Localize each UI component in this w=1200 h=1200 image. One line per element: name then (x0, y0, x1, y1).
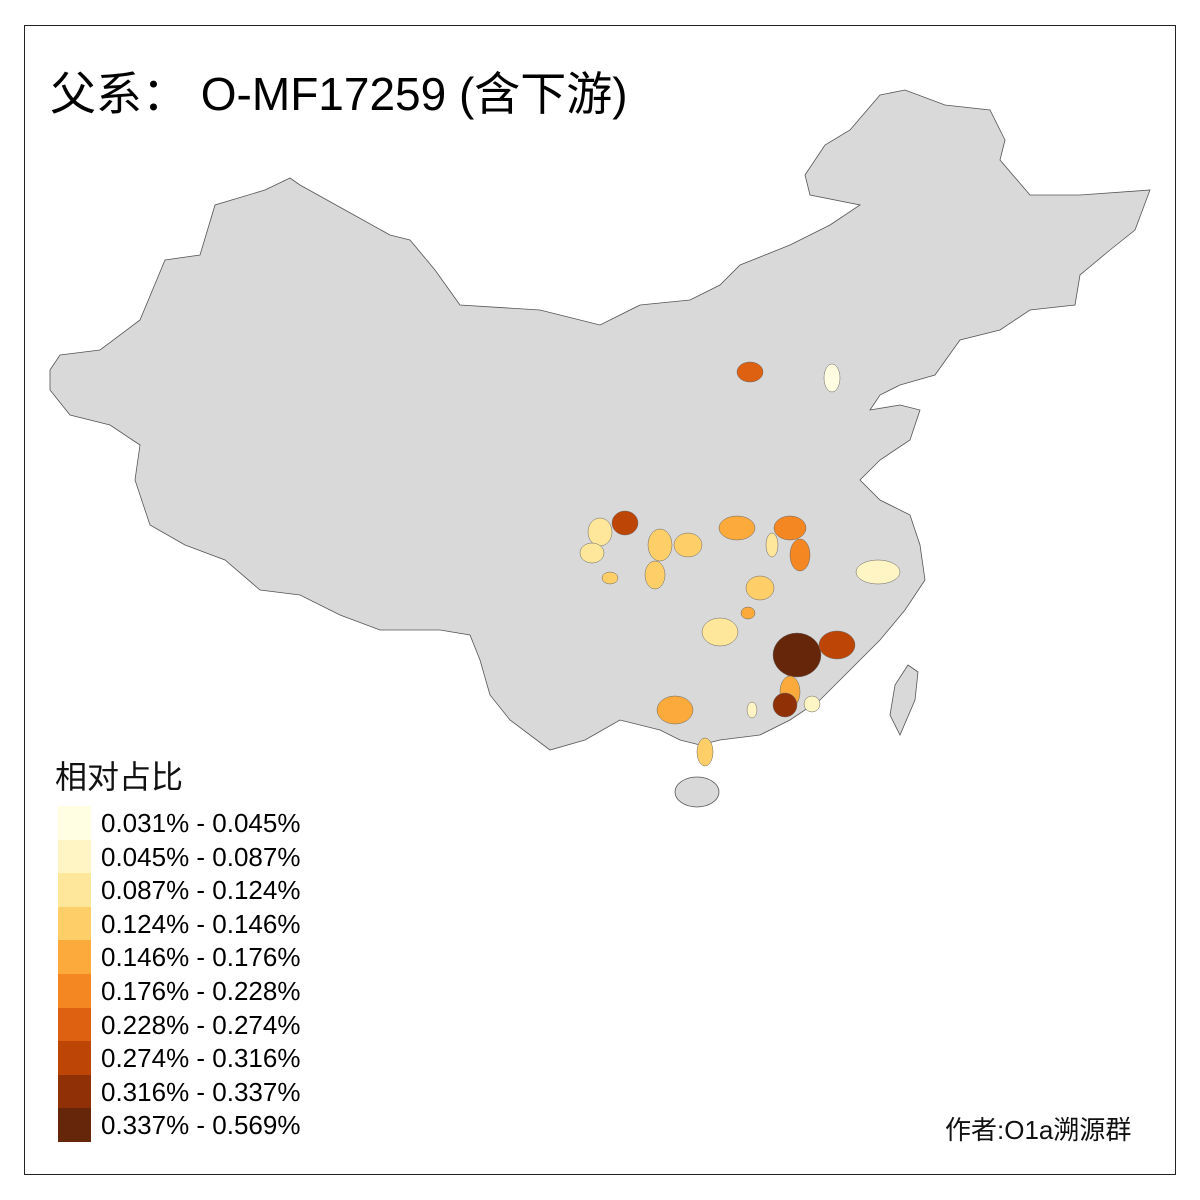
legend-swatch (58, 1041, 91, 1076)
legend-label: 0.087% - 0.124% (101, 875, 301, 906)
legend-item: 0.087% - 0.124% (58, 873, 358, 908)
legend-label: 0.274% - 0.316% (101, 1043, 301, 1074)
legend-swatch (58, 1108, 91, 1143)
region-0 (823, 363, 841, 393)
map-title: 父系： O-MF17259 (含下游) (50, 68, 628, 120)
legend-swatch (58, 873, 91, 908)
region-3 (647, 528, 673, 562)
legend-label: 0.176% - 0.228% (101, 976, 301, 1006)
legend-title: 相对占比 (55, 759, 184, 795)
legend-swatch (58, 1007, 91, 1042)
legend-label: 0.316% - 0.337% (101, 1076, 301, 1107)
legend-item: 0.124% - 0.146% (58, 906, 358, 941)
legend-item: 0.146% - 0.176% (58, 940, 358, 975)
region-3 (673, 532, 703, 558)
region-7 (818, 630, 856, 660)
legend-item: 0.031% - 0.045% (58, 806, 358, 840)
taiwan-island (889, 664, 919, 736)
region-7 (611, 510, 639, 536)
legend-label: 0.045% - 0.087% (101, 841, 301, 872)
china-mainland (49, 89, 1151, 751)
region-9 (772, 632, 822, 678)
author-credit: 作者:O1a溯源群 (945, 1115, 1132, 1145)
legend-label: 0.228% - 0.274% (101, 1009, 301, 1040)
legend-swatch (58, 806, 91, 840)
region-2 (587, 517, 613, 547)
legend-label: 0.146% - 0.176% (101, 942, 301, 973)
legend-item: 0.176% - 0.228% (58, 974, 358, 1008)
legend-label: 0.337% - 0.569% (101, 1110, 301, 1141)
legend-item: 0.274% - 0.316% (58, 1041, 358, 1076)
legend-label: 0.124% - 0.146% (101, 908, 301, 939)
region-2 (579, 542, 605, 564)
legend-swatch (58, 906, 91, 941)
legend-swatch (58, 1074, 91, 1109)
region-3 (696, 737, 714, 767)
region-5 (789, 538, 811, 572)
region-3 (745, 575, 775, 601)
region-1 (746, 701, 758, 719)
legend-item: 0.337% - 0.569% (58, 1108, 358, 1143)
legend-item: 0.228% - 0.274% (58, 1007, 358, 1042)
region-4 (656, 695, 694, 725)
legend-item: 0.316% - 0.337% (58, 1074, 358, 1109)
legend-item: 0.045% - 0.087% (58, 839, 358, 874)
legend-label: 0.031% - 0.045% (101, 808, 301, 838)
region-1 (803, 695, 821, 713)
legend-swatch (58, 940, 91, 975)
region-4 (718, 515, 756, 541)
region-2 (701, 617, 739, 647)
legend-swatch (58, 839, 91, 874)
plot-border (24, 25, 1176, 1175)
region-5 (773, 515, 807, 541)
legend-swatch (58, 974, 91, 1008)
region-2 (765, 532, 779, 558)
hainan-island (674, 776, 720, 808)
region-6 (736, 361, 764, 383)
region-4 (740, 606, 756, 620)
colored-regions (579, 361, 901, 767)
region-1 (855, 559, 901, 585)
region-3 (601, 571, 619, 585)
region-3 (644, 560, 666, 590)
region-8 (772, 692, 798, 718)
